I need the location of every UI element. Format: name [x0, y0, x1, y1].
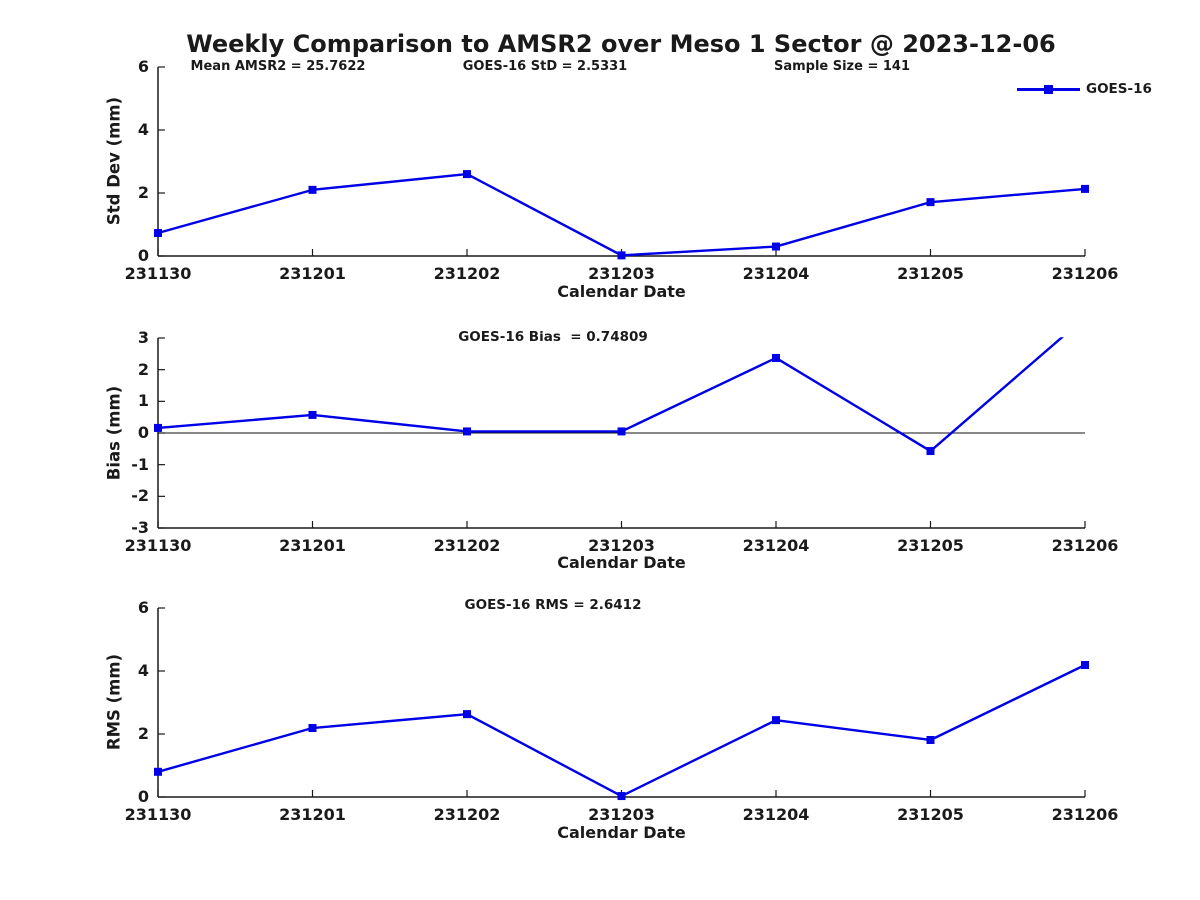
legend-square-marker-icon — [1044, 84, 1053, 94]
y-tick-label: -1 — [131, 454, 149, 474]
x-tick-label: 231201 — [279, 536, 346, 555]
subplot-title-rms: GOES-16 RMS = 2.6412 — [464, 597, 642, 613]
x-tick-label: 231202 — [433, 264, 501, 283]
y-tick-label: -2 — [131, 486, 149, 506]
data-point-marker — [463, 427, 471, 436]
x-tick-label: 231206 — [1051, 805, 1119, 824]
data-point-marker — [154, 423, 162, 432]
data-point-marker — [308, 185, 317, 194]
data-point-marker — [308, 410, 317, 419]
x-tick-label: 231206 — [1051, 264, 1119, 283]
x-axis-label-calendar-date: Calendar Date — [557, 823, 686, 842]
y-tick-label: 2 — [137, 359, 149, 379]
data-point-marker — [772, 242, 780, 251]
subplot-1 — [154, 66, 1089, 260]
data-point-marker — [926, 198, 935, 207]
data-point-marker — [926, 447, 935, 456]
data-point-marker — [617, 251, 626, 260]
data-point-marker — [926, 735, 935, 744]
x-tick-label: 231201 — [279, 805, 346, 824]
y-tick-label: 6 — [137, 598, 149, 617]
series-markers — [154, 353, 935, 456]
y-axis-label-rms: RMS (mm) — [104, 653, 124, 751]
y-tick-label: -3 — [131, 518, 149, 537]
data-point-marker — [617, 427, 626, 436]
subplot-2 — [154, 337, 1086, 529]
subplot-3 — [154, 607, 1089, 801]
y-tick-label: 6 — [137, 57, 149, 76]
data-point-marker — [463, 170, 471, 179]
annotation-mean-amsr2: Mean AMSR2 = 25.7622 — [190, 59, 366, 74]
y-axis-label-bias: Bias (mm) — [104, 385, 124, 481]
x-tick-label: 231203 — [588, 264, 655, 283]
x-tick-label: 231130 — [124, 536, 192, 555]
x-tick-label: 231205 — [897, 805, 964, 824]
x-tick-label: 231203 — [588, 805, 655, 824]
subplot-title-bias: GOES-16 Bias = 0.74809 — [458, 329, 648, 345]
x-tick-label: 231130 — [124, 264, 192, 283]
x-tick-label: 231203 — [588, 536, 655, 555]
data-point-marker — [772, 353, 780, 362]
x-tick-label: 231202 — [433, 536, 501, 555]
x-tick-label: 231201 — [279, 264, 346, 283]
data-point-marker — [1081, 661, 1089, 670]
annotation-sample-size: Sample Size = 141 — [773, 59, 911, 74]
x-axis-label-calendar-date: Calendar Date — [557, 553, 686, 572]
data-point-marker — [1081, 184, 1089, 193]
y-tick-label: 2 — [137, 183, 149, 202]
annotation-goes16-std: GOES-16 StD = 2.5331 — [462, 59, 628, 74]
data-point-marker — [772, 716, 780, 725]
page-title: Weekly Comparison to AMSR2 over Meso 1 S… — [186, 30, 1056, 58]
y-tick-label: 4 — [137, 661, 149, 680]
x-tick-label: 231206 — [1051, 536, 1119, 555]
y-tick-label: 3 — [137, 328, 149, 347]
x-tick-label: 231204 — [742, 536, 810, 555]
data-point-marker — [154, 229, 162, 238]
y-tick-label: 2 — [137, 724, 149, 743]
data-point-marker — [308, 724, 317, 733]
y-tick-label: 0 — [137, 787, 149, 806]
x-tick-label: 231202 — [433, 805, 501, 824]
legend: GOES-16 — [1012, 80, 1192, 98]
series-markers — [154, 661, 1089, 801]
x-tick-label: 231205 — [897, 536, 964, 555]
data-point-marker — [617, 792, 626, 801]
series-markers — [154, 170, 1089, 260]
y-tick-label: 0 — [137, 246, 149, 265]
legend-label-goes16: GOES-16 — [1086, 81, 1152, 97]
y-tick-label: 4 — [137, 120, 149, 139]
x-tick-label: 231204 — [742, 264, 810, 283]
data-point-marker — [463, 710, 471, 719]
x-tick-label: 231205 — [897, 264, 964, 283]
y-tick-label: 1 — [137, 391, 149, 411]
data-point-marker — [154, 767, 162, 776]
x-tick-label: 231204 — [742, 805, 810, 824]
x-axis-label-calendar-date: Calendar Date — [557, 282, 686, 301]
y-axis-label-stddev: Std Dev (mm) — [104, 96, 124, 226]
y-tick-label: 0 — [137, 423, 149, 442]
x-tick-label: 231130 — [124, 805, 192, 824]
